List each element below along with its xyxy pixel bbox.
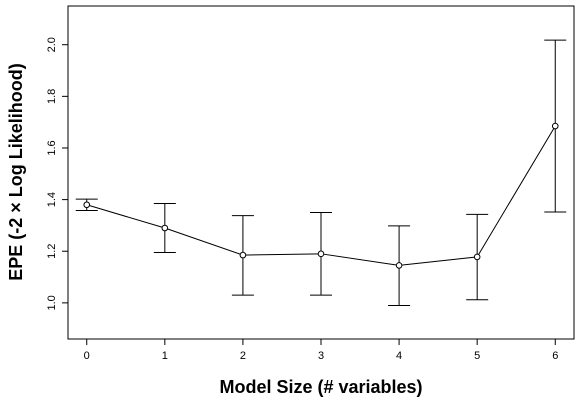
x-tick-label: 2 — [240, 350, 246, 362]
y-axis: 1.0 1.2 1.4 1.6 1.8 2.0 — [46, 37, 68, 311]
data-point — [395, 262, 403, 269]
y-tick-label: 1.2 — [46, 244, 58, 259]
x-tick-label: 4 — [396, 350, 402, 362]
y-tick-label: 1.4 — [46, 192, 58, 207]
data-point — [83, 201, 91, 209]
error-bars — [75, 39, 567, 306]
x-tick-label: 0 — [84, 350, 90, 362]
data-point — [473, 253, 481, 261]
y-tick-label: 1.6 — [46, 140, 58, 155]
data-points — [83, 122, 559, 269]
x-axis-title: Model Size (# variables) — [219, 377, 422, 397]
x-tick-label: 6 — [552, 350, 558, 362]
data-point — [317, 250, 325, 258]
x-tick-label: 1 — [162, 350, 168, 362]
data-point — [239, 251, 247, 259]
data-point — [551, 122, 559, 130]
y-tick-label: 2.0 — [46, 37, 58, 52]
x-axis: 0 1 2 3 4 5 6 — [84, 339, 558, 362]
x-tick-label: 5 — [474, 350, 480, 362]
y-tick-label: 1.0 — [46, 295, 58, 310]
x-tick-label: 3 — [318, 350, 324, 362]
y-tick-label: 1.8 — [46, 89, 58, 104]
y-axis-title: EPE (-2 × Log Likelihood) — [6, 63, 26, 281]
data-point — [161, 224, 169, 232]
